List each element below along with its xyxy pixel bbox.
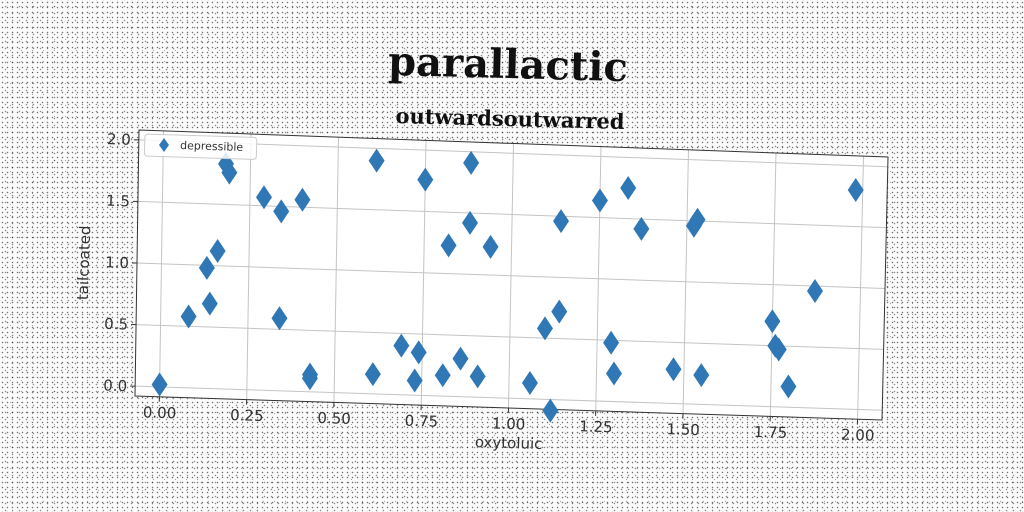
y-gridline	[138, 139, 888, 168]
y-tick-label: 1.5	[106, 192, 130, 211]
data-point	[393, 333, 410, 358]
data-point	[364, 362, 381, 387]
data-point	[271, 306, 288, 331]
y-gridline	[135, 385, 883, 411]
data-point	[273, 199, 290, 224]
data-point	[434, 363, 451, 388]
data-point	[410, 340, 427, 365]
data-point	[417, 167, 434, 192]
y-tick-label: 2.0	[107, 130, 131, 149]
legend-label: depressible	[180, 139, 244, 154]
x-tick-label: 0.75	[404, 412, 438, 431]
data-point	[603, 330, 620, 355]
data-point	[151, 372, 168, 397]
plot-area: 0.00 0.25 0.50 0.75 1.00 1.25 1.50 1.75 2.00 0.0 0…	[74, 129, 889, 453]
data-point	[620, 176, 637, 201]
data-point	[551, 299, 568, 324]
data-point	[462, 210, 479, 235]
data-point	[806, 278, 823, 303]
data-point	[764, 309, 781, 334]
data-point	[536, 316, 553, 341]
data-point	[693, 363, 710, 388]
data-point	[201, 291, 218, 316]
data-point	[542, 398, 559, 423]
x-axis-label: oxytoluic	[475, 433, 543, 453]
chart-subtitle: outwardsoutwarred	[395, 103, 625, 134]
data-point	[665, 357, 682, 382]
legend-box	[143, 133, 258, 160]
y-gridline	[136, 262, 886, 289]
data-point	[553, 209, 570, 234]
data-point	[591, 188, 608, 213]
x-tick-label: 1.25	[579, 417, 613, 436]
legend-marker	[159, 138, 169, 152]
data-point	[301, 366, 318, 391]
data-point	[482, 234, 499, 259]
data-point	[469, 364, 486, 389]
data-point	[198, 255, 215, 280]
data-point	[209, 238, 226, 263]
x-tick-label: 0.50	[317, 409, 351, 428]
data-point	[521, 370, 538, 395]
y-tick-label: 0.5	[104, 315, 128, 334]
x-tick-label: 2.00	[841, 426, 875, 445]
data-point	[605, 361, 622, 386]
y-tick-label: 1.0	[105, 253, 129, 272]
data-point	[406, 368, 423, 393]
data-point	[770, 337, 787, 362]
data-point	[452, 346, 469, 371]
data-point	[689, 207, 706, 232]
data-point	[633, 216, 650, 241]
data-point	[180, 304, 197, 329]
x-tick-label: 0.00	[143, 403, 177, 422]
y-gridline	[136, 324, 884, 350]
x-tick-label: 1.50	[666, 420, 700, 439]
x-tick-label: 1.75	[753, 423, 787, 442]
data-point	[255, 185, 272, 210]
y-tick-label: 0.0	[103, 376, 127, 395]
x-tick-label: 0.25	[230, 406, 264, 425]
data-point	[440, 233, 457, 258]
chart-title: parallactic	[388, 38, 629, 91]
data-point	[463, 150, 480, 175]
data-point	[221, 160, 238, 185]
plot-frame	[134, 129, 889, 421]
data-point	[847, 177, 864, 202]
x-tick-label: 1.00	[492, 414, 526, 433]
data-point	[780, 374, 797, 399]
data-point	[368, 148, 385, 173]
y-axis-label: tailcoated	[74, 225, 95, 300]
data-point	[294, 187, 311, 212]
